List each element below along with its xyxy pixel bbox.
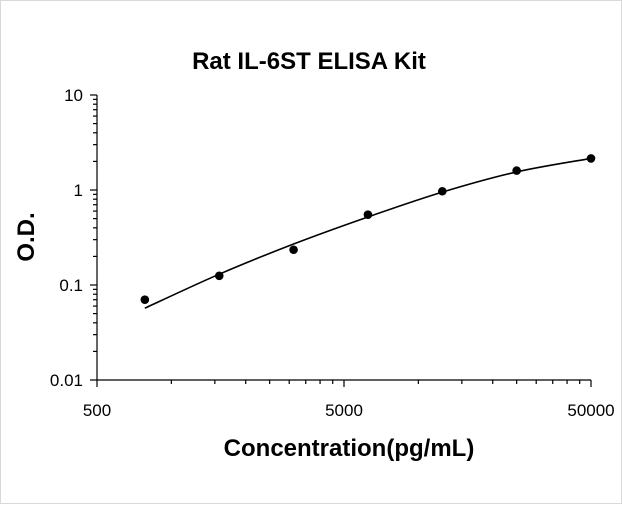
y-tick-label: 0.01 (50, 371, 83, 390)
data-point (289, 245, 298, 255)
x-axis-label: Concentration(pg/mL) (224, 435, 475, 462)
data-point (363, 210, 373, 219)
y-axis-ticks: 10 1 0.1 0.01 (50, 86, 97, 390)
data-point (140, 295, 150, 305)
chart-title: Rat IL-6ST ELISA Kit (192, 48, 426, 75)
y-tick-label: 0.1 (59, 276, 83, 295)
x-axis-ticks: 500 5000 50000 (83, 380, 615, 420)
y-tick-label: 10 (64, 86, 83, 105)
axes (96, 95, 591, 381)
x-tick-label: 500 (83, 401, 111, 420)
data-point (512, 166, 521, 175)
data-point (437, 186, 447, 196)
x-tick-label: 5000 (325, 401, 363, 420)
data-point (586, 154, 596, 163)
y-axis-label: O.D. (13, 212, 40, 261)
data-point (214, 271, 224, 281)
data-points (140, 154, 596, 305)
y-tick-label: 1 (74, 181, 83, 200)
x-tick-label: 50000 (567, 401, 614, 420)
fit-curve-line (144, 157, 592, 309)
